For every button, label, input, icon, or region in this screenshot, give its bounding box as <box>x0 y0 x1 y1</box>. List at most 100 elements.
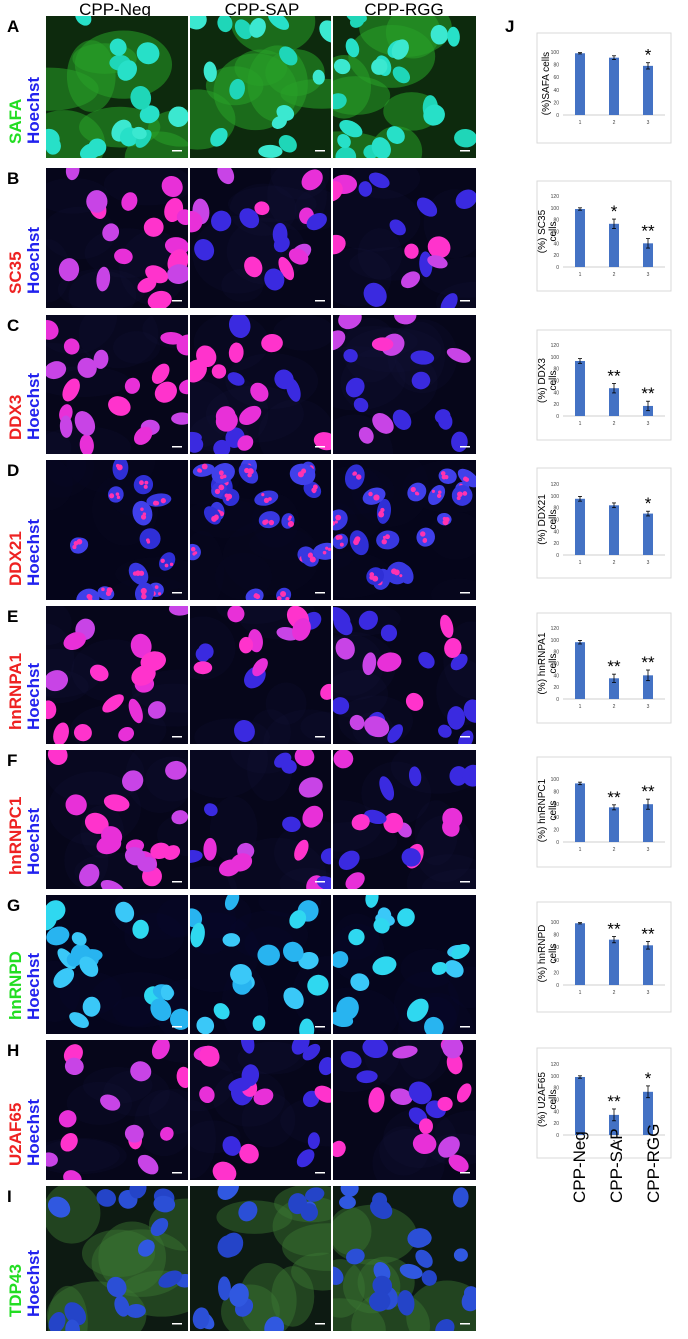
panel-letter-j: J <box>505 17 515 36</box>
x-tick-label: 3 <box>647 120 650 126</box>
y-tick-label: 60 <box>553 945 559 951</box>
bar <box>575 498 585 555</box>
significance-marker: ** <box>641 925 655 944</box>
micrograph-b-2 <box>190 168 331 308</box>
x-tick-label: 1 <box>579 560 582 566</box>
y-axis-label: (%) DDX3cells <box>537 358 559 403</box>
y-tick-label: 120 <box>551 482 560 488</box>
y-tick-label: 20 <box>553 541 559 547</box>
bar <box>643 513 653 555</box>
y-tick-label: 100 <box>551 355 560 361</box>
significance-marker: * <box>645 494 652 513</box>
x-tick-label: 2 <box>613 272 616 278</box>
bar <box>609 807 619 842</box>
y-tick-label: 100 <box>551 494 560 500</box>
micrograph-f-1 <box>46 750 188 889</box>
bar <box>609 678 619 699</box>
significance-marker: ** <box>641 384 655 403</box>
bar <box>575 1077 585 1135</box>
y-tick-label: 120 <box>551 626 560 632</box>
significance-marker: ** <box>641 653 655 672</box>
x-tick-label: 1 <box>579 1140 582 1146</box>
y-tick-label: 40 <box>553 815 559 821</box>
y-tick-label: 20 <box>553 827 559 833</box>
y-tick-label: 40 <box>553 88 559 94</box>
significance-marker: * <box>611 202 618 221</box>
micrograph-e-2 <box>190 606 331 744</box>
significance-marker: ** <box>641 782 655 801</box>
bar <box>643 1091 653 1135</box>
group-label-cpp-rgg: CPP-RGG <box>644 1123 663 1203</box>
significance-marker: ** <box>641 222 655 241</box>
micrograph-c-2 <box>190 315 331 454</box>
micrograph-i-2 <box>190 1186 331 1331</box>
x-tick-label: 2 <box>613 990 616 996</box>
x-tick-label: 1 <box>579 990 582 996</box>
x-tick-label: 2 <box>613 560 616 566</box>
y-tick-label: 0 <box>556 414 559 420</box>
bar <box>643 804 653 842</box>
chart-frame <box>536 180 672 292</box>
chart-frame <box>536 612 672 724</box>
y-tick-label: 0 <box>556 113 559 119</box>
x-tick-label: 1 <box>579 421 582 427</box>
micrograph-b-3 <box>333 168 476 308</box>
x-tick-label: 2 <box>613 704 616 710</box>
y-tick-label: 80 <box>553 506 559 512</box>
y-tick-label: 60 <box>553 75 559 81</box>
x-tick-label: 2 <box>613 120 616 126</box>
bar <box>643 243 653 267</box>
micrograph-c-1 <box>46 315 188 454</box>
y-tick-label: 0 <box>556 697 559 703</box>
y-tick-label: 100 <box>551 50 560 56</box>
micrograph-h-2 <box>190 1040 331 1180</box>
x-tick-label: 1 <box>579 120 582 126</box>
y-axis-label: (%) DDX21cells <box>537 494 559 545</box>
significance-marker: ** <box>607 657 621 676</box>
micrograph-d-2 <box>190 460 331 600</box>
panel-letter-a: A <box>7 17 20 36</box>
y-tick-label: 20 <box>553 253 559 259</box>
y-axis-label: (%) hnRNPDcells <box>537 925 559 983</box>
y-tick-label: 100 <box>551 777 560 783</box>
y-tick-label: 40 <box>553 529 559 535</box>
y-tick-label: 40 <box>553 1109 559 1115</box>
micrograph-i-1 <box>46 1186 188 1331</box>
micrograph-g-2 <box>190 895 331 1034</box>
y-tick-label: 120 <box>551 1062 560 1068</box>
x-tick-label: 3 <box>647 421 650 427</box>
bar <box>575 642 585 699</box>
y-tick-label: 40 <box>553 673 559 679</box>
bar <box>643 945 653 985</box>
micrograph-d-3 <box>333 460 476 600</box>
y-tick-label: 80 <box>553 1086 559 1092</box>
x-tick-label: 2 <box>613 1140 616 1146</box>
significance-marker: * <box>645 46 652 65</box>
bar <box>575 360 585 416</box>
y-tick-label: 100 <box>551 1074 560 1080</box>
micrograph-h-1 <box>46 1040 188 1180</box>
y-tick-label: 20 <box>553 685 559 691</box>
y-tick-label: 100 <box>551 920 560 926</box>
micrograph-g-1 <box>46 895 188 1034</box>
y-axis-label: (%) U2AF65cells <box>537 1072 559 1127</box>
panel-letter-i: I <box>7 1187 12 1206</box>
x-tick-label: 2 <box>613 421 616 427</box>
bar <box>609 223 619 267</box>
bar <box>575 209 585 267</box>
y-tick-label: 20 <box>553 402 559 408</box>
significance-marker: * <box>645 1069 652 1088</box>
bar <box>609 505 619 555</box>
micrograph-f-3 <box>333 750 476 889</box>
y-tick-label: 80 <box>553 790 559 796</box>
x-tick-label: 3 <box>647 560 650 566</box>
micrograph-d-1 <box>46 460 188 600</box>
bar <box>575 53 585 115</box>
y-tick-label: 40 <box>553 390 559 396</box>
micrograph-b-1 <box>46 168 188 308</box>
bar <box>609 57 619 115</box>
y-tick-label: 80 <box>553 63 559 69</box>
group-labels: CPP-Neg CPP-SAP CPP-RGG <box>556 1093 688 1213</box>
y-tick-label: 0 <box>556 553 559 559</box>
y-tick-label: 120 <box>551 194 560 200</box>
